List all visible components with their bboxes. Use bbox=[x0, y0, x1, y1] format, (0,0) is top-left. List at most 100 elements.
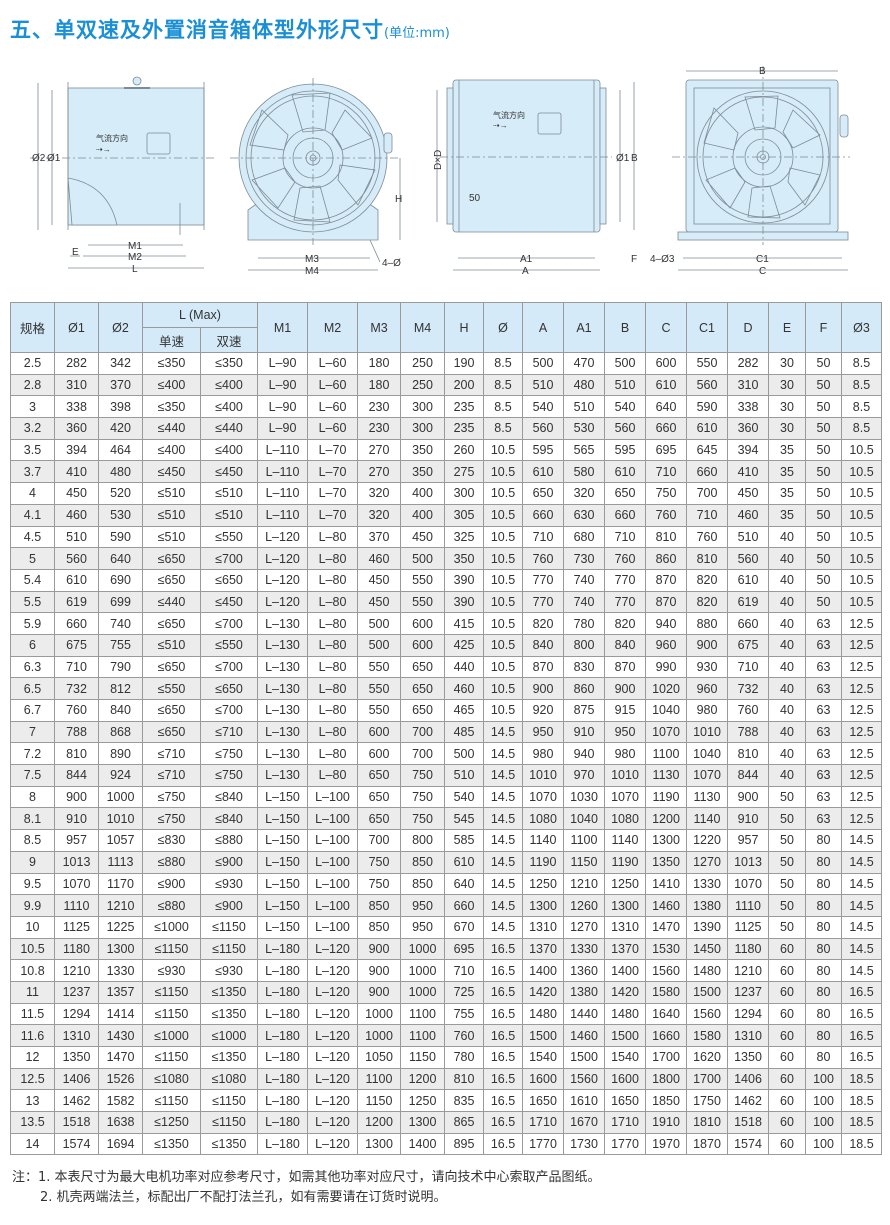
table-row: 11.5 1294 1414 ≤1150 ≤1350 L–180 L–120 1000 1100… bbox=[10, 1002, 882, 1026]
table-cell: 750 bbox=[357, 872, 401, 896]
table-cell: 16.5 bbox=[841, 1002, 882, 1026]
table-cell: L–130 bbox=[257, 764, 308, 787]
table-cell: ≤700 bbox=[200, 699, 258, 722]
table-cell: ≤710 bbox=[200, 720, 258, 744]
table-row: 4.1 460 530 ≤510 ≤510 L–110 L–70 320 400 305 10.5 6… bbox=[10, 503, 882, 527]
table-cell: 9.9 bbox=[10, 894, 55, 917]
table-cell: 840 bbox=[604, 633, 646, 657]
table-cell: 788 bbox=[727, 720, 769, 744]
table-cell: 760 bbox=[686, 525, 728, 549]
table-cell: 40 bbox=[768, 655, 806, 679]
table-row: 6.3 710 790 ≤650 ≤700 L–130 L–80 550 650 440 10.5 8… bbox=[10, 655, 882, 679]
table-cell: 50 bbox=[805, 568, 842, 592]
table-cell: L–150 bbox=[257, 915, 308, 939]
label-e: E bbox=[72, 247, 79, 258]
table-cell: 732 bbox=[54, 677, 99, 700]
table-row: 10.5 1180 1300 ≤1150 ≤1150 L–180 L–120 900 1000 6… bbox=[10, 937, 882, 961]
table-cell: 900 bbox=[357, 937, 401, 961]
table-cell: 500 bbox=[357, 633, 401, 657]
table-cell: 8.5 bbox=[841, 352, 882, 375]
table-cell: 1750 bbox=[686, 1089, 728, 1113]
table-cell: 40 bbox=[768, 525, 806, 549]
table-cell: 338 bbox=[727, 395, 769, 419]
table-cell: 1070 bbox=[522, 785, 564, 809]
table-cell: 394 bbox=[727, 438, 769, 462]
table-cell: L–100 bbox=[307, 785, 358, 809]
table-cell: ≤1350 bbox=[200, 1002, 258, 1026]
table-cell: 1406 bbox=[727, 1067, 769, 1091]
table-row: 5.5 619 699 ≤440 ≤450 L–120 L–80 450 550 390 10.5 7… bbox=[10, 590, 882, 614]
table-cell: 660 bbox=[645, 417, 687, 440]
table-cell: 500 bbox=[357, 612, 401, 635]
table-row: 8.1 910 1010 ≤750 ≤840 L–150 L–100 650 750 545 14.… bbox=[10, 807, 882, 831]
table-cell: ≤840 bbox=[200, 807, 258, 831]
table-cell: 820 bbox=[686, 568, 728, 592]
column-header: F bbox=[805, 302, 842, 353]
table-cell: 3.5 bbox=[10, 438, 55, 462]
table-cell: 820 bbox=[522, 612, 564, 635]
table-cell: 50 bbox=[768, 850, 806, 874]
table-cell: 1113 bbox=[98, 850, 143, 874]
table-cell: 580 bbox=[563, 460, 605, 484]
table-cell: 510 bbox=[563, 395, 605, 419]
table-cell: 1380 bbox=[686, 894, 728, 917]
table-cell: 1330 bbox=[563, 937, 605, 961]
table-cell: 14 bbox=[10, 1132, 55, 1156]
table-cell: 610 bbox=[727, 568, 769, 592]
table-cell: 80 bbox=[805, 1002, 842, 1026]
table-cell: 960 bbox=[686, 677, 728, 700]
table-cell: 750 bbox=[645, 482, 687, 505]
table-cell: 16.5 bbox=[483, 959, 523, 982]
table-cell: 960 bbox=[645, 633, 687, 657]
table-cell: 342 bbox=[98, 352, 143, 375]
table-cell: 1237 bbox=[727, 980, 769, 1004]
table-cell: 1460 bbox=[563, 1024, 605, 1047]
table-cell: 282 bbox=[727, 352, 769, 375]
table-cell: ≤930 bbox=[200, 872, 258, 896]
table-cell: 540 bbox=[604, 395, 646, 419]
table-cell: 1360 bbox=[563, 959, 605, 982]
table-body: 2.5 282 342 ≤350 ≤350 L–90 L–60 180 250 190 8.5 500… bbox=[10, 352, 882, 1156]
table-cell: 63 bbox=[805, 699, 842, 722]
table-cell: 1013 bbox=[727, 850, 769, 874]
table-cell: 590 bbox=[686, 395, 728, 419]
table-cell: L–150 bbox=[257, 872, 308, 896]
table-cell: 1100 bbox=[645, 742, 687, 766]
column-header: M3 bbox=[357, 302, 401, 353]
table-cell: L–120 bbox=[307, 1024, 358, 1047]
table-cell: 540 bbox=[522, 395, 564, 419]
table-cell: 1330 bbox=[98, 959, 143, 982]
table-cell: 1000 bbox=[400, 937, 445, 961]
table-cell: 1400 bbox=[522, 959, 564, 982]
table-cell: 980 bbox=[686, 699, 728, 722]
table-cell: 940 bbox=[645, 612, 687, 635]
table-cell: ≤350 bbox=[142, 395, 201, 419]
table-cell: 50 bbox=[768, 829, 806, 852]
table-cell: L–150 bbox=[257, 785, 308, 809]
table-cell: 50 bbox=[805, 352, 842, 375]
table-cell: 950 bbox=[604, 720, 646, 744]
table-cell: 990 bbox=[645, 655, 687, 679]
table-cell: 700 bbox=[357, 829, 401, 852]
table-cell: L–100 bbox=[307, 872, 358, 896]
table-cell: 560 bbox=[604, 417, 646, 440]
table-cell: ≤1350 bbox=[142, 1132, 201, 1156]
label-m4: M4 bbox=[305, 266, 319, 277]
table-cell: 1200 bbox=[357, 1111, 401, 1134]
table-cell: ≤1150 bbox=[200, 915, 258, 939]
table-cell: 4.1 bbox=[10, 503, 55, 527]
table-cell: 695 bbox=[645, 438, 687, 462]
table-cell: 50 bbox=[768, 785, 806, 809]
table-cell: 14.5 bbox=[483, 872, 523, 896]
table-cell: 8.5 bbox=[841, 395, 882, 419]
dimension-table: 规格 Ø1 Ø2 L (Max) M1 M2 M3 M4 H Ø A A1 B C C1 D E F Ø3 单速 双速… bbox=[10, 302, 882, 1156]
table-cell: 700 bbox=[400, 742, 445, 766]
table-cell: 14.5 bbox=[483, 764, 523, 787]
table-cell: 50 bbox=[805, 547, 842, 570]
table-cell: 900 bbox=[686, 633, 728, 657]
table-cell: 1310 bbox=[604, 915, 646, 939]
label-d1: Ø1 bbox=[47, 153, 61, 164]
table-cell: L–150 bbox=[257, 894, 308, 917]
table-cell: 1470 bbox=[98, 1046, 143, 1069]
table-cell: 1580 bbox=[686, 1024, 728, 1047]
